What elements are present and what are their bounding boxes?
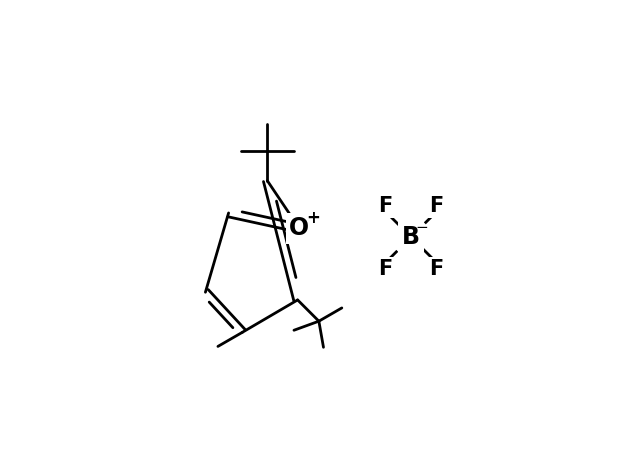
Text: F: F [378, 258, 393, 279]
Text: +: + [306, 209, 319, 227]
Text: F: F [378, 196, 393, 216]
Text: O: O [289, 216, 309, 241]
Text: B: B [402, 225, 420, 249]
Text: F: F [429, 258, 444, 279]
Text: −: − [415, 220, 428, 235]
Text: F: F [429, 196, 444, 216]
